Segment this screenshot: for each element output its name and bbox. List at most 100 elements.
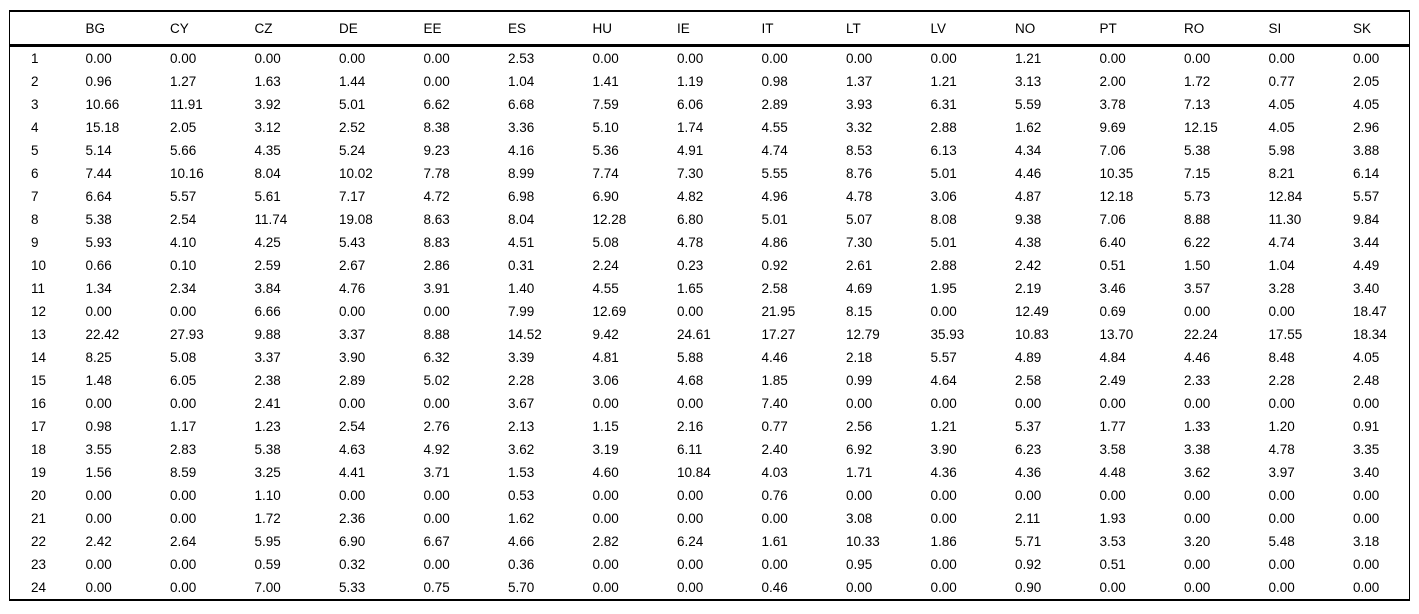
value-cell-hu-row13: 9.42 xyxy=(592,327,619,342)
value-cell-lt-row20: 0.00 xyxy=(846,488,873,503)
value-cell-bg-row16: 0.00 xyxy=(85,396,112,411)
value-cell-pt-row24: 0.00 xyxy=(1099,580,1126,595)
value-cell-bg-row19: 1.56 xyxy=(85,465,112,480)
value-cell-si-row19: 3.97 xyxy=(1268,465,1295,480)
value-cell-hu-row3: 7.59 xyxy=(592,97,619,112)
value-cell-lv-row15: 4.64 xyxy=(930,373,957,388)
value-cell-de-row17: 2.54 xyxy=(339,419,366,434)
value-cell-no-row8: 9.38 xyxy=(1015,212,1042,227)
value-cell-de-row9: 5.43 xyxy=(339,235,366,250)
value-cell-lv-row12: 0.00 xyxy=(930,304,957,319)
value-cell-lv-row14: 5.57 xyxy=(930,350,957,365)
value-cell-ro-row11: 3.57 xyxy=(1184,281,1211,296)
value-cell-bg-row13: 22.42 xyxy=(85,327,120,342)
column-header-it: IT xyxy=(761,11,846,47)
value-cell-es-row6: 8.99 xyxy=(508,166,535,181)
value-cell-hu-row9: 5.08 xyxy=(592,235,619,250)
value-cell-no-row21: 2.11 xyxy=(1015,511,1041,526)
value-cell-sk-row17: 0.91 xyxy=(1353,419,1380,434)
value-cell-sk-row21: 0.00 xyxy=(1353,511,1380,526)
value-cell-hu-row19: 4.60 xyxy=(592,465,619,480)
column-header-cz: CZ xyxy=(254,11,339,47)
row-number: 6 xyxy=(31,166,39,181)
value-cell-bg-row10: 0.66 xyxy=(85,258,112,273)
value-cell-it-row8: 5.01 xyxy=(761,212,788,227)
value-cell-ro-row8: 8.88 xyxy=(1184,212,1211,227)
value-cell-lv-row18: 3.90 xyxy=(930,442,957,457)
value-cell-si-row9: 4.74 xyxy=(1268,235,1295,250)
value-cell-sk-row8: 9.84 xyxy=(1353,212,1380,227)
value-cell-pt-row3: 3.78 xyxy=(1099,97,1126,112)
value-cell-pt-row12: 0.69 xyxy=(1099,304,1126,319)
value-cell-it-row13: 17.27 xyxy=(761,327,796,342)
row-number: 19 xyxy=(31,465,47,480)
value-cell-ee-row13: 8.88 xyxy=(423,327,450,342)
value-cell-sk-row3: 4.05 xyxy=(1353,97,1380,112)
value-cell-sk-row14: 4.05 xyxy=(1353,350,1380,365)
value-cell-it-row23: 0.00 xyxy=(761,557,788,572)
value-cell-si-row17: 1.20 xyxy=(1268,419,1295,434)
column-header-hu: HU xyxy=(592,11,677,47)
value-cell-sk-row6: 6.14 xyxy=(1353,166,1380,181)
value-cell-bg-row24: 0.00 xyxy=(85,580,112,595)
value-cell-bg-row1: 0.00 xyxy=(85,51,112,66)
value-cell-lv-row5: 6.13 xyxy=(930,143,957,158)
value-cell-ee-row21: 0.00 xyxy=(423,511,450,526)
value-cell-no-row19: 4.36 xyxy=(1015,465,1042,480)
value-cell-bg-row15: 1.48 xyxy=(85,373,112,388)
value-cell-cz-row11: 3.84 xyxy=(254,281,281,296)
value-cell-bg-row17: 0.98 xyxy=(85,419,112,434)
value-cell-bg-row11: 1.34 xyxy=(85,281,112,296)
value-cell-cz-row20: 1.10 xyxy=(254,488,281,503)
value-cell-cz-row4: 3.12 xyxy=(254,120,281,135)
value-cell-lt-row5: 8.53 xyxy=(846,143,873,158)
value-cell-cy-row4: 2.05 xyxy=(170,120,197,135)
value-cell-hu-row12: 12.69 xyxy=(592,304,627,319)
table-row-9: 9 5.93 4.10 4.25 5.43 8.83 4.51 5.08 4.78 4.86 7.3… xyxy=(10,231,1410,254)
value-cell-lv-row6: 5.01 xyxy=(930,166,957,181)
value-cell-bg-row21: 0.00 xyxy=(85,511,112,526)
column-header-no: NO xyxy=(1015,11,1100,47)
value-cell-lt-row1: 0.00 xyxy=(846,51,873,66)
value-cell-cz-row18: 5.38 xyxy=(254,442,281,457)
value-cell-it-row21: 0.00 xyxy=(761,511,788,526)
value-cell-cy-row23: 0.00 xyxy=(170,557,197,572)
value-cell-si-row8: 11.30 xyxy=(1268,212,1302,227)
value-cell-si-row14: 8.48 xyxy=(1268,350,1295,365)
value-cell-si-row23: 0.00 xyxy=(1268,557,1295,572)
value-cell-si-row12: 0.00 xyxy=(1268,304,1295,319)
table-row-22: 22 2.42 2.64 5.95 6.90 6.67 4.66 2.82 6.24 1.61 10… xyxy=(10,530,1410,553)
value-cell-lv-row21: 0.00 xyxy=(930,511,957,526)
value-cell-ee-row15: 5.02 xyxy=(423,373,450,388)
value-cell-ro-row12: 0.00 xyxy=(1184,304,1211,319)
value-cell-de-row8: 19.08 xyxy=(339,212,373,227)
table-row-3: 3 10.66 11.91 3.92 5.01 6.62 6.68 7.59 6.06 2.89 3… xyxy=(10,93,1410,116)
value-cell-cy-row8: 2.54 xyxy=(170,212,197,227)
column-header-si: SI xyxy=(1268,11,1353,47)
value-cell-es-row5: 4.16 xyxy=(508,143,535,158)
value-cell-bg-row7: 6.64 xyxy=(85,189,112,204)
value-cell-ie-row7: 4.82 xyxy=(677,189,704,204)
value-cell-no-row5: 4.34 xyxy=(1015,143,1042,158)
value-cell-ie-row21: 0.00 xyxy=(677,511,704,526)
value-cell-it-row15: 1.85 xyxy=(761,373,788,388)
value-cell-hu-row11: 4.55 xyxy=(592,281,619,296)
value-cell-cy-row20: 0.00 xyxy=(170,488,197,503)
value-cell-es-row15: 2.28 xyxy=(508,373,535,388)
value-cell-hu-row15: 3.06 xyxy=(592,373,619,388)
table-row-6: 6 7.44 10.16 8.04 10.02 7.78 8.99 7.74 7.30 5.55 8… xyxy=(10,162,1410,185)
value-cell-lt-row24: 0.00 xyxy=(846,580,873,595)
table-row-24: 24 0.00 0.00 7.00 5.33 0.75 5.70 0.00 0.00 0.46 0.… xyxy=(10,576,1410,600)
row-number: 22 xyxy=(31,534,47,549)
value-cell-lt-row15: 0.99 xyxy=(846,373,873,388)
value-cell-hu-row17: 1.15 xyxy=(592,419,619,434)
value-cell-no-row12: 12.49 xyxy=(1015,304,1049,319)
value-cell-cz-row6: 8.04 xyxy=(254,166,281,181)
value-cell-cy-row6: 10.16 xyxy=(170,166,204,181)
value-cell-ee-row3: 6.62 xyxy=(423,97,450,112)
value-cell-hu-row8: 12.28 xyxy=(592,212,627,227)
value-cell-sk-row11: 3.40 xyxy=(1353,281,1380,296)
value-cell-ee-row4: 8.38 xyxy=(423,120,450,135)
value-cell-es-row18: 3.62 xyxy=(508,442,535,457)
value-cell-hu-row6: 7.74 xyxy=(592,166,619,181)
